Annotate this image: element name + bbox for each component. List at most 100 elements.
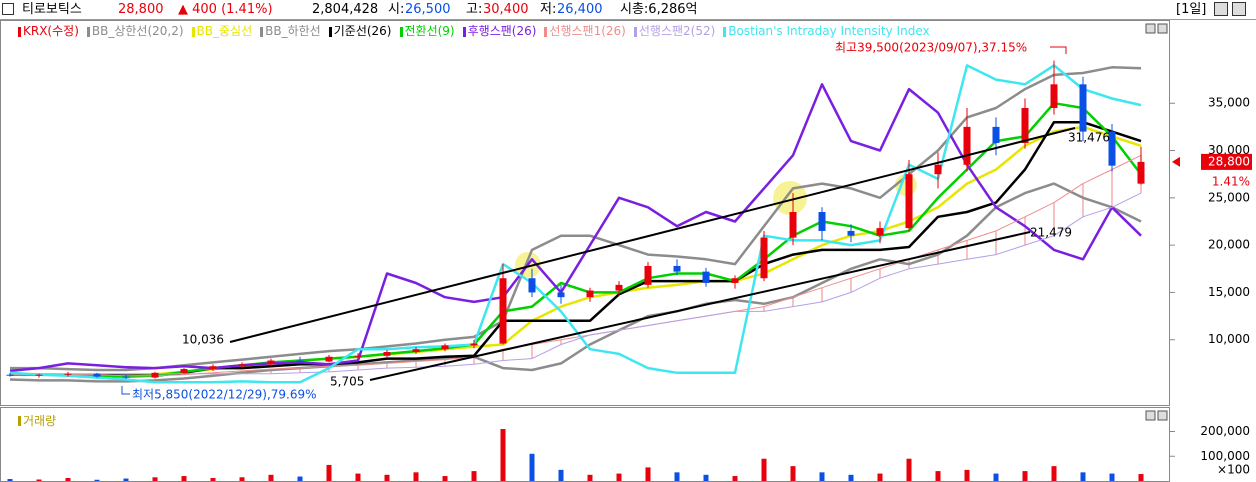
annotation: 최고39,500(2023/09/07),37.15%: [835, 41, 1027, 55]
candle-body: [528, 278, 536, 293]
legend: KRX(수정) BB_상한선(20,2) BB_중심선 BB_하한선 기준선(26) 전환…: [18, 23, 1148, 40]
period[interactable]: [1일]: [1176, 2, 1207, 17]
series-line: [10, 66, 1142, 372]
y-tick-label: 35,000: [1208, 96, 1250, 110]
header-bar: 티로보틱스 28,800 ▲ 400 (1.41%) 2,804,428 시: …: [0, 0, 1256, 20]
legend-label: KRX(수정): [23, 24, 79, 38]
candle-body: [1050, 84, 1058, 108]
trendline: [369, 231, 1031, 381]
candle-body: [412, 349, 420, 353]
candle-body: [383, 352, 391, 356]
candle-body: [499, 278, 507, 344]
open: 26,500: [405, 2, 451, 17]
y-tick-label: 10,000: [1208, 332, 1250, 346]
candle-body: [209, 366, 217, 370]
market-cap: 시총:6,286억: [620, 2, 698, 17]
volume-bar: [906, 458, 912, 481]
candle-body: [673, 265, 681, 272]
panel-button[interactable]: [1157, 410, 1168, 421]
candle-body: [905, 174, 913, 229]
series-line: [9, 182, 1142, 383]
volume-bar: [529, 453, 535, 481]
legend-label: BB_하한선: [265, 24, 321, 38]
low-label: 저:: [540, 2, 557, 17]
volume-bar: [500, 429, 506, 481]
open-label: 시:: [388, 2, 405, 17]
price-tag: [1201, 153, 1252, 170]
price-tag-change: 1.41%: [1212, 174, 1250, 188]
candle-body: [296, 360, 304, 362]
legend-marker: [191, 26, 195, 37]
volume-bar: [384, 474, 390, 481]
legend-label: BB_중심선: [196, 24, 253, 38]
candle-body: [267, 360, 275, 365]
legend-marker: [633, 26, 637, 37]
candle-body: [1079, 84, 1087, 132]
legend-item: 전환선(9): [399, 23, 455, 40]
legend-marker: [18, 415, 21, 426]
high-label: 고:: [466, 2, 483, 17]
legend-item: 후행스팬(26): [462, 23, 537, 40]
annotation: 최저5,850(2022/12/29),79.69%: [132, 388, 317, 402]
volume-bar: [1022, 471, 1028, 481]
series-line: [9, 64, 1142, 384]
volume-bar: [94, 479, 100, 481]
candle-body: [93, 373, 101, 377]
candle-body: [1137, 161, 1145, 184]
legend-label: 후행스팬(26): [467, 24, 537, 38]
volume: 2,804,428: [312, 2, 379, 17]
candle-body: [847, 230, 855, 236]
volume-bar: [877, 473, 883, 481]
candle-body: [441, 345, 449, 350]
trendline: [229, 127, 1076, 343]
volume-bar: [326, 464, 332, 481]
price-panel-frame: [0, 20, 1170, 406]
volume-bar: [558, 469, 564, 481]
legend-marker: [260, 26, 264, 37]
annotation: 21,479: [1030, 226, 1072, 240]
candle-body: [702, 271, 710, 283]
y-tick-label: 20,000: [1208, 238, 1250, 252]
volume-bar: [355, 473, 361, 481]
candle-body: [122, 376, 130, 378]
volume-bar: [413, 472, 419, 481]
candle-body: [992, 126, 1000, 143]
legend-item: 선행스팬2(52): [633, 23, 715, 40]
y-tick-label: 200,000: [1200, 424, 1250, 438]
legend-item: Bostian's Intraday Intensity Index: [723, 23, 930, 40]
legend-item: BB_중심선: [191, 23, 253, 40]
legend-item: 선행스팬1(26): [544, 23, 626, 40]
stock-name: 티로보틱스: [22, 2, 82, 17]
minimize-button[interactable]: [1214, 2, 1228, 16]
close-button[interactable]: [1232, 2, 1246, 16]
volume-bar: [471, 471, 477, 481]
volume-bar: [674, 472, 680, 481]
panel-button[interactable]: [1157, 23, 1168, 34]
candle-body: [615, 284, 623, 291]
volume-bar: [616, 473, 622, 481]
volume-bar: [239, 477, 245, 481]
panel-button[interactable]: [1145, 410, 1156, 421]
volume-bar: [703, 474, 709, 481]
checkbox[interactable]: [2, 3, 14, 15]
panel-button[interactable]: [1145, 23, 1156, 34]
legend-marker: [544, 26, 548, 37]
volume-bar: [587, 474, 593, 481]
volume-bar: [442, 476, 448, 481]
volume-bar: [297, 476, 303, 481]
candle-body: [731, 278, 739, 283]
legend-marker: [328, 26, 332, 37]
candle-body: [151, 372, 159, 378]
volume-title: 거래량: [23, 414, 57, 428]
legend-label: BB_상한선(20,2): [91, 24, 184, 38]
price: 28,800: [118, 2, 164, 17]
legend-marker: [462, 26, 466, 37]
low: 26,400: [557, 2, 603, 17]
series-line: [9, 83, 1142, 373]
legend-item: BB_상한선(20,2): [86, 23, 184, 40]
candle-body: [586, 290, 594, 298]
y-tick-label: 30,000: [1208, 143, 1250, 157]
volume-bar: [7, 479, 13, 481]
series-line: [10, 192, 1142, 375]
